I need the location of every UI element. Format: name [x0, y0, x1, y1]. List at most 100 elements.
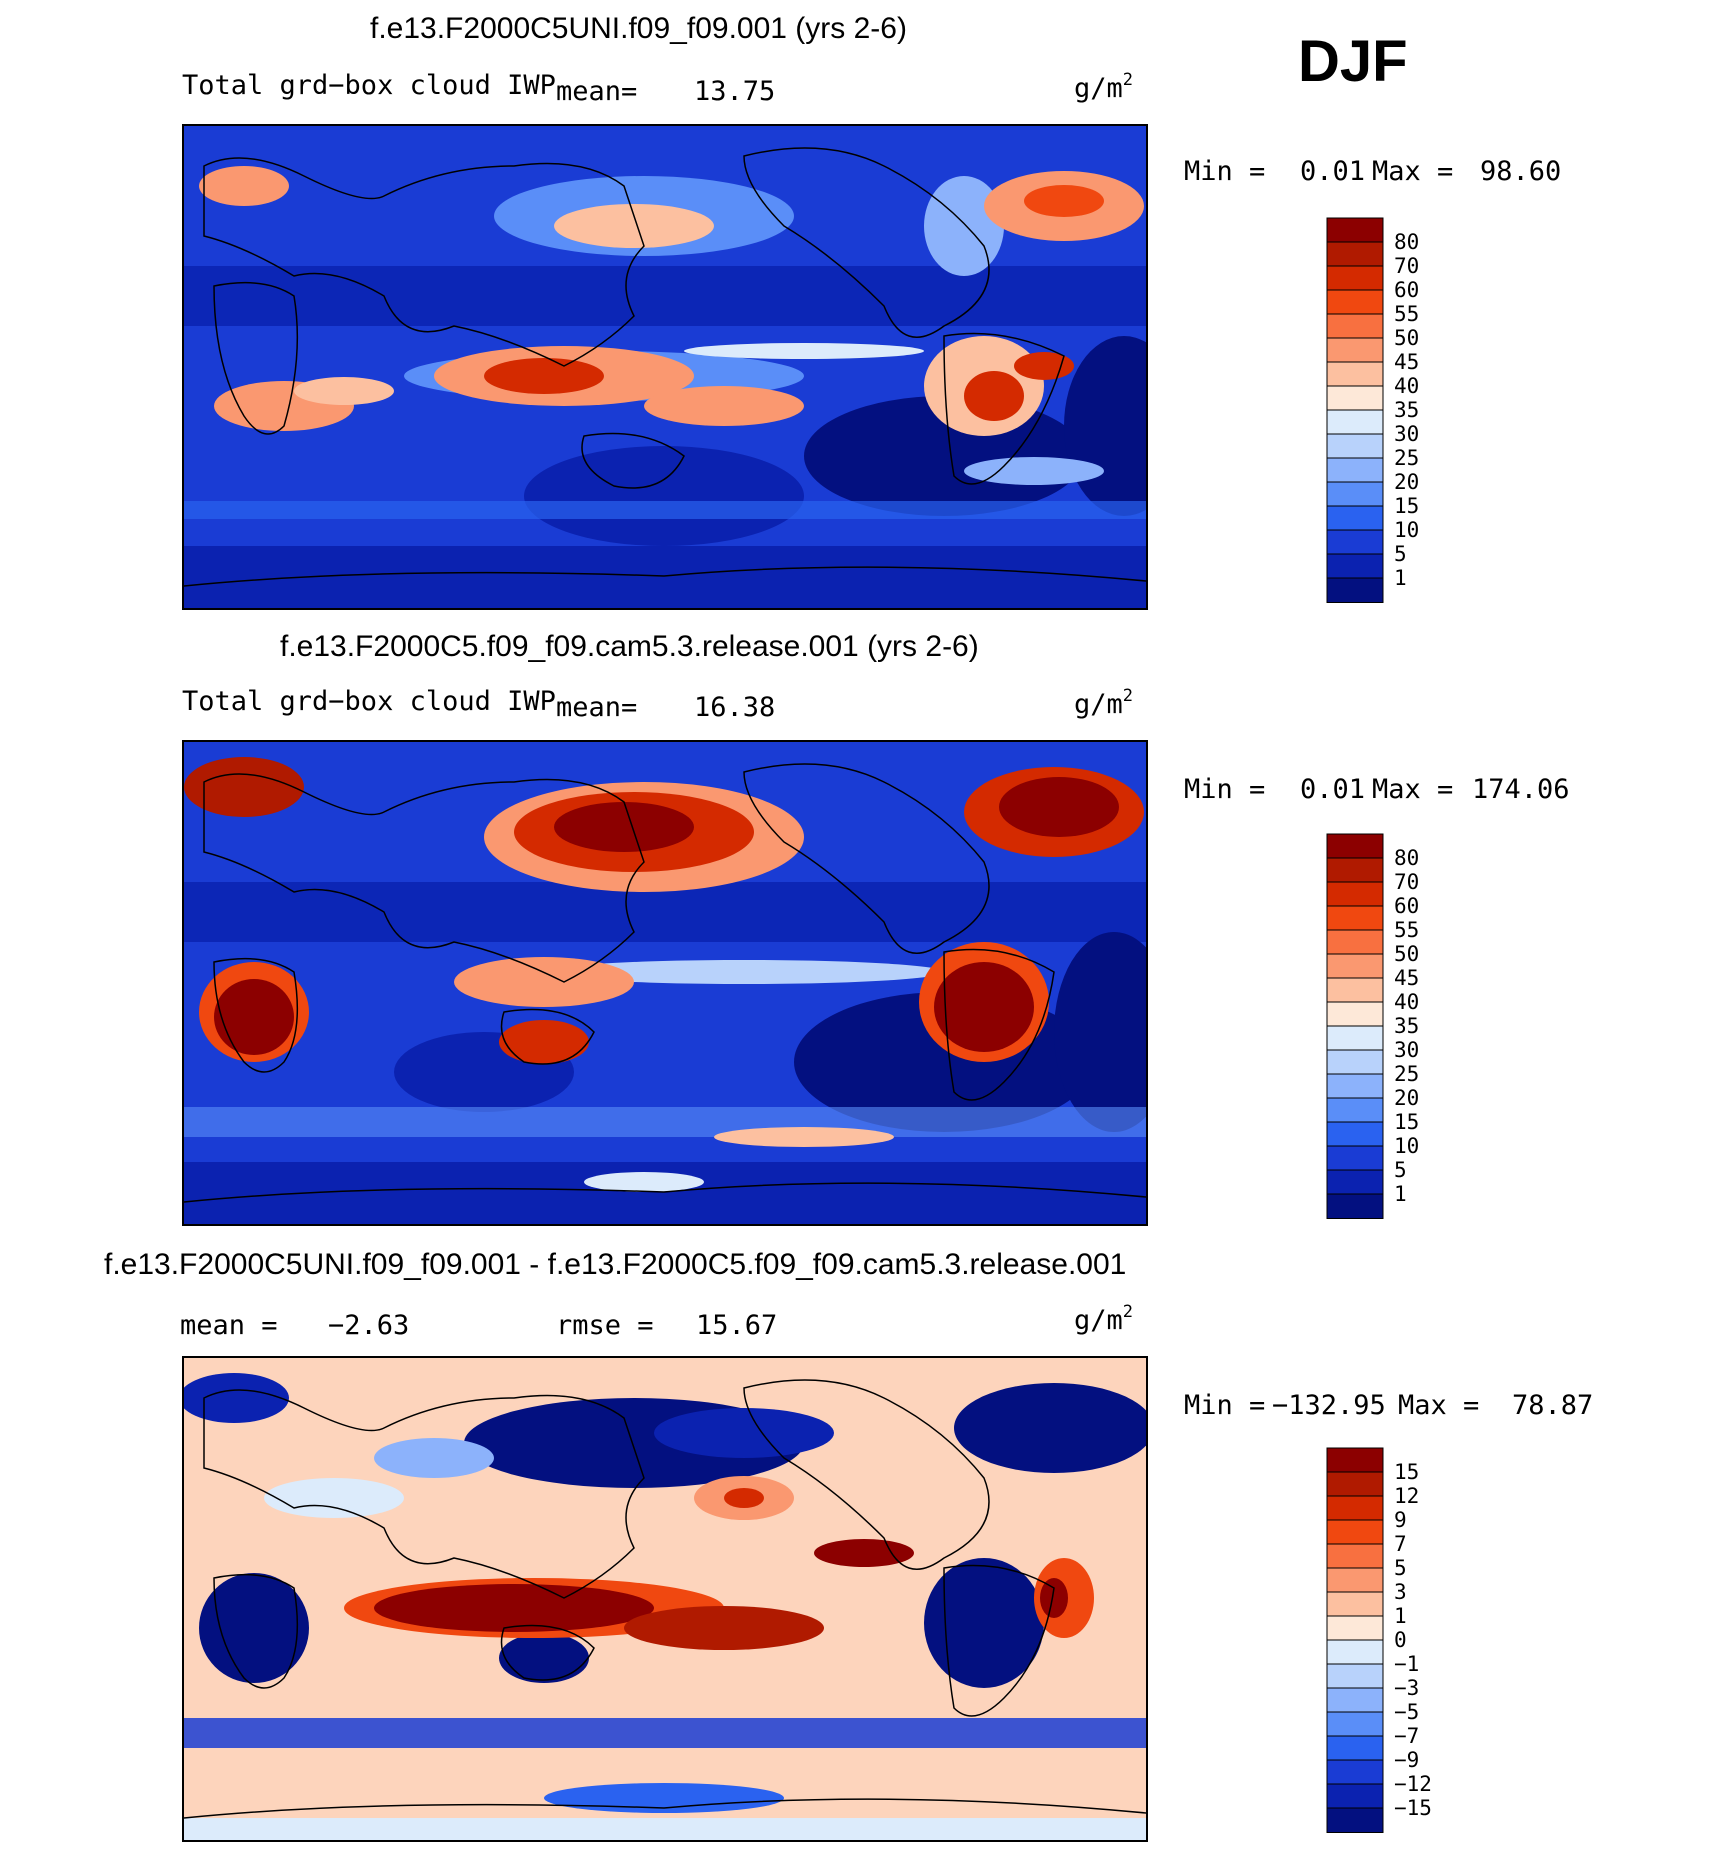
colorbar-swatch — [1326, 1759, 1384, 1785]
colorbar-tick-label: 3 — [1394, 1580, 1407, 1604]
colorbar — [1326, 217, 1386, 603]
colorbar-tick-label: 15 — [1394, 1460, 1420, 1484]
colorbar-tick-label: 1 — [1394, 1604, 1407, 1628]
panel-title: f.e13.F2000C5.f09_f09.cam5.3.release.001… — [280, 630, 979, 663]
colorbar-tick-label: −15 — [1394, 1796, 1432, 1820]
colorbar-labels: 80 70 60 55 50 45 40 35 30 25 20 15 10 5 1 — [1394, 218, 1474, 602]
colorbar-swatch — [1326, 1615, 1384, 1641]
colorbar-swatch — [1326, 1495, 1384, 1521]
colorbar-swatch — [1326, 409, 1384, 435]
colorbar-labels: 15 12 9 7 5 3 1 0 −1 −3 −5 −7 −9 −12 −15 — [1394, 1448, 1474, 1832]
colorbar-swatch — [1326, 977, 1384, 1003]
colorbar-swatch — [1326, 905, 1384, 931]
mean-value: 16.38 — [694, 692, 776, 723]
colorbar-tick-label: 5 — [1394, 542, 1407, 566]
colorbar-tick-label: 10 — [1394, 1134, 1420, 1158]
colorbar-swatch — [1326, 505, 1384, 531]
colorbar-swatch — [1326, 1145, 1384, 1171]
colorbar-swatch — [1326, 265, 1384, 291]
map-plot — [182, 124, 1148, 610]
max-label: Max = — [1372, 156, 1454, 187]
colorbar-tick-label: 5 — [1394, 1158, 1407, 1182]
colorbar-tick-label: −5 — [1394, 1700, 1420, 1724]
season-label: DJF — [1298, 29, 1408, 94]
colorbar-swatch — [1326, 241, 1384, 267]
colorbar-tick-label: 0 — [1394, 1628, 1407, 1652]
colorbar-tick-label: 7 — [1394, 1532, 1407, 1556]
colorbar-tick-label: 60 — [1394, 278, 1420, 302]
min-value: −132.95 — [1272, 1390, 1386, 1421]
colorbar-tick-label: 80 — [1394, 846, 1420, 870]
colorbar-tick-label: −7 — [1394, 1724, 1420, 1748]
panel-title: f.e13.F2000C5UNI.f09_f09.001 - f.e13.F20… — [104, 1248, 1127, 1281]
colorbar-swatch — [1326, 1097, 1384, 1123]
colorbar-labels: 80 70 60 55 50 45 40 35 30 25 20 15 10 5 1 — [1394, 834, 1474, 1218]
colorbar-tick-label: 60 — [1394, 894, 1420, 918]
colorbar-swatch — [1326, 833, 1384, 859]
colorbar-swatch — [1326, 529, 1384, 555]
colorbar — [1326, 1447, 1386, 1833]
colorbar-swatch — [1326, 385, 1384, 411]
colorbar-swatch — [1326, 857, 1384, 883]
colorbar-tick-label: 50 — [1394, 326, 1420, 350]
colorbar-swatch — [1326, 1169, 1384, 1195]
colorbar-swatch — [1326, 1783, 1384, 1809]
colorbar-swatch — [1326, 1447, 1384, 1473]
colorbar-tick-label: 55 — [1394, 302, 1420, 326]
colorbar-swatch — [1326, 1519, 1384, 1545]
colorbar-swatch — [1326, 361, 1384, 387]
min-label: Min = — [1184, 774, 1266, 805]
colorbar-swatch — [1326, 953, 1384, 979]
colorbar-tick-label: 20 — [1394, 1086, 1420, 1110]
colorbar-swatch — [1326, 1711, 1384, 1737]
colorbar-swatch — [1326, 1639, 1384, 1665]
colorbar-swatch — [1326, 457, 1384, 483]
colorbar-swatch — [1326, 217, 1384, 243]
mean-label: mean = — [180, 1310, 278, 1341]
colorbar-tick-label: −3 — [1394, 1676, 1420, 1700]
colorbar-swatch — [1326, 1073, 1384, 1099]
mean-label: mean= — [556, 692, 638, 723]
colorbar-tick-label: 30 — [1394, 1038, 1420, 1062]
min-value: 0.01 — [1300, 774, 1366, 805]
max-label: Max = — [1398, 1390, 1480, 1421]
mean-value: −2.63 — [328, 1310, 410, 1341]
colorbar-swatch — [1326, 337, 1384, 363]
colorbar-swatch — [1326, 881, 1384, 907]
min-label: Min = — [1184, 156, 1266, 187]
colorbar-swatch — [1326, 1001, 1384, 1027]
colorbar-tick-label: 15 — [1394, 1110, 1420, 1134]
colorbar — [1326, 833, 1386, 1219]
colorbar-swatch — [1326, 1193, 1384, 1219]
colorbar-tick-label: 70 — [1394, 254, 1420, 278]
colorbar-swatch — [1326, 481, 1384, 507]
units-label: g/m2 — [1074, 70, 1134, 104]
colorbar-tick-label: 70 — [1394, 870, 1420, 894]
colorbar-tick-label: −1 — [1394, 1652, 1420, 1676]
colorbar-tick-label: 40 — [1394, 374, 1420, 398]
colorbar-swatch — [1326, 1663, 1384, 1689]
panel-title: f.e13.F2000C5UNI.f09_f09.001 (yrs 2-6) — [370, 12, 907, 45]
units-label: g/m2 — [1074, 1302, 1134, 1336]
colorbar-swatch — [1326, 1567, 1384, 1593]
colorbar-tick-label: −12 — [1394, 1772, 1432, 1796]
colorbar-tick-label: 10 — [1394, 518, 1420, 542]
colorbar-tick-label: 40 — [1394, 990, 1420, 1014]
mean-value: 13.75 — [694, 76, 776, 107]
colorbar-swatch — [1326, 289, 1384, 315]
colorbar-swatch — [1326, 1543, 1384, 1569]
colorbar-tick-label: 12 — [1394, 1484, 1420, 1508]
max-value: 98.60 — [1480, 156, 1562, 187]
rmse-label: rmse = — [556, 1310, 654, 1341]
colorbar-tick-label: 45 — [1394, 350, 1420, 374]
colorbar-tick-label: 5 — [1394, 1556, 1407, 1580]
colorbar-tick-label: 50 — [1394, 942, 1420, 966]
variable-label: Total grd−box cloud IWP — [182, 70, 556, 101]
min-label: Min = — [1184, 1390, 1266, 1421]
colorbar-tick-label: 55 — [1394, 918, 1420, 942]
colorbar-swatch — [1326, 1121, 1384, 1147]
colorbar-tick-label: 15 — [1394, 494, 1420, 518]
colorbar-swatch — [1326, 433, 1384, 459]
variable-label: Total grd−box cloud IWP — [182, 686, 556, 717]
mean-label: mean= — [556, 76, 638, 107]
